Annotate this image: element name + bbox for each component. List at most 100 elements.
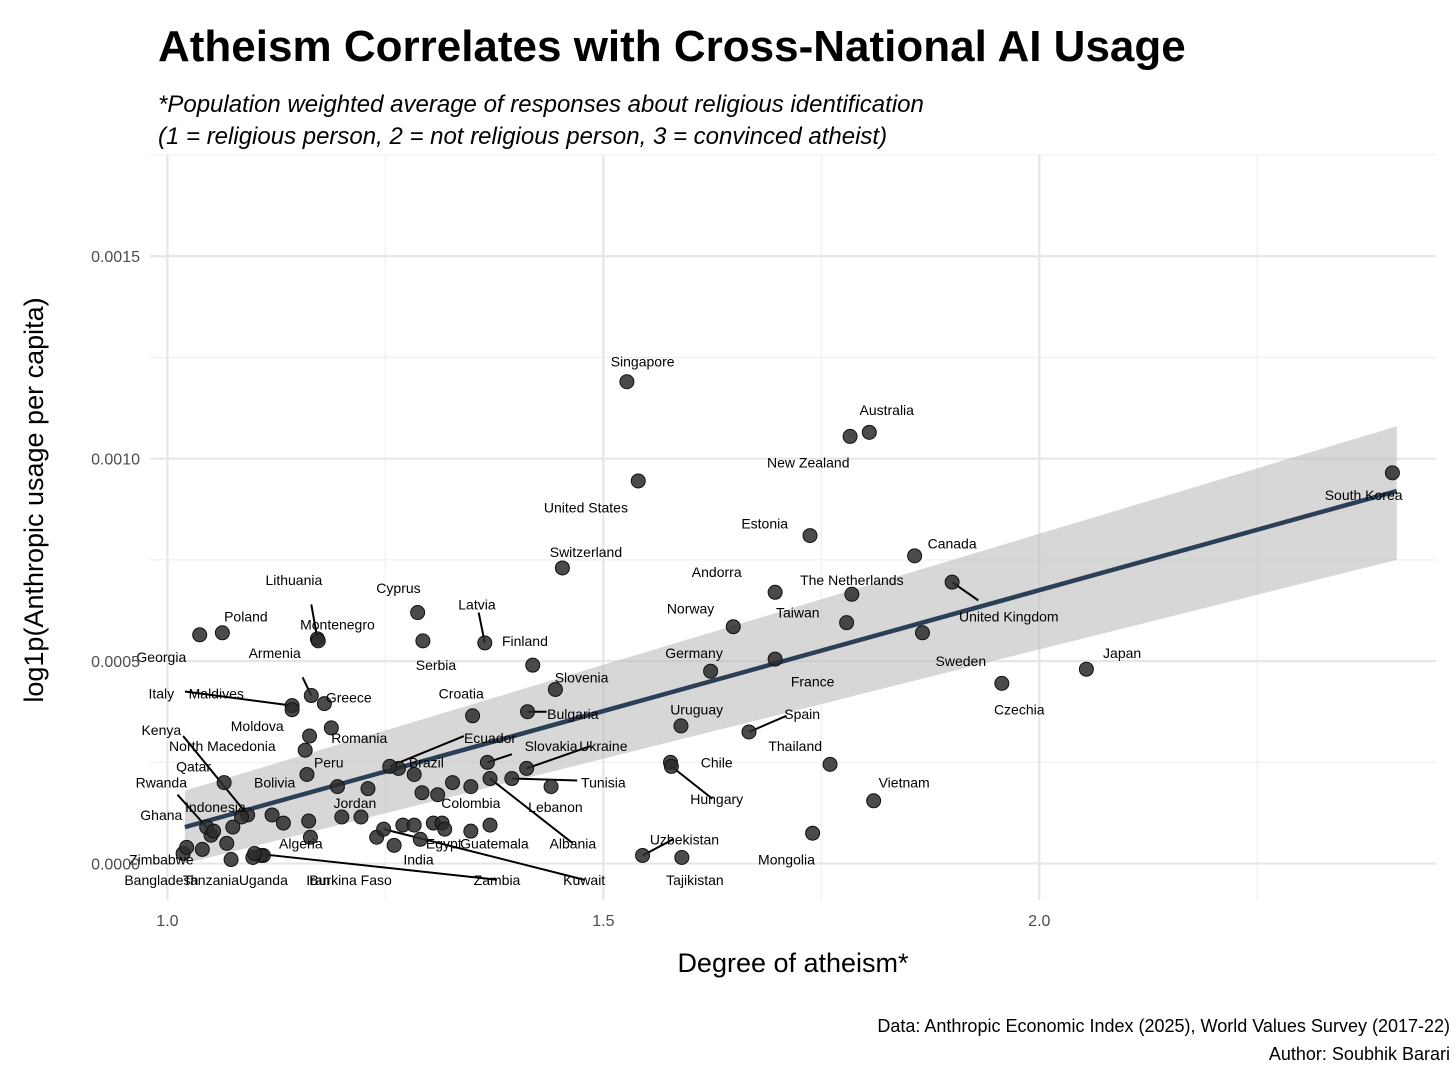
point-label: Ecuador xyxy=(464,730,516,746)
point-label: Tanzania xyxy=(183,872,239,888)
point-label: Montenegro xyxy=(300,617,375,633)
data-point xyxy=(861,424,877,440)
data-point xyxy=(844,586,860,602)
chart-title: Atheism Correlates with Cross-National A… xyxy=(158,22,1186,71)
point-label: Lebanon xyxy=(528,799,583,815)
point-label: Indonesia xyxy=(185,799,246,815)
point-label: Lithuania xyxy=(265,572,322,588)
point-label: Slovenia xyxy=(555,669,609,685)
data-point xyxy=(302,728,318,744)
point-label: Zambia xyxy=(474,872,521,888)
leader-line xyxy=(389,735,465,768)
data-point xyxy=(275,815,291,831)
y-tick-label: 0.0005 xyxy=(91,654,140,671)
point-label: Kuwait xyxy=(563,872,605,888)
data-point xyxy=(412,831,428,847)
data-point xyxy=(316,696,332,712)
point-label: Rwanda xyxy=(136,775,188,791)
data-point xyxy=(839,615,855,631)
point-label: Hungary xyxy=(690,791,743,807)
point-label: Czechia xyxy=(994,702,1045,718)
subtitle-line-2: (1 = religious person, 2 = not religious… xyxy=(158,123,888,150)
point-label: Peru xyxy=(314,754,344,770)
data-point xyxy=(214,625,230,641)
x-tick-label: 1.5 xyxy=(592,913,614,930)
point-label: South Korea xyxy=(1325,487,1403,503)
point-label: Qatar xyxy=(176,758,211,774)
point-label: Georgia xyxy=(136,649,186,665)
point-label: France xyxy=(791,673,835,689)
leader-line xyxy=(489,777,574,845)
point-label: Moldova xyxy=(231,718,284,734)
point-label: Greece xyxy=(326,690,372,706)
point-label: Taiwan xyxy=(776,605,820,621)
data-point xyxy=(519,760,535,776)
point-label: Singapore xyxy=(611,353,675,369)
data-point xyxy=(360,781,376,797)
point-label: Australia xyxy=(859,402,914,418)
data-point xyxy=(543,779,559,795)
data-point xyxy=(463,823,479,839)
subtitle-line-1: *Population weighted average of response… xyxy=(158,91,924,118)
data-point xyxy=(310,633,326,649)
point-label: Tajikistan xyxy=(666,872,724,888)
leader-line xyxy=(254,852,498,881)
data-point xyxy=(206,823,222,839)
chart-subtitle: *Population weighted average of response… xyxy=(158,89,924,153)
leader-line xyxy=(184,690,293,707)
point-label: Maldives xyxy=(189,686,244,702)
point-label: Japan xyxy=(1103,645,1141,661)
data-point xyxy=(247,845,263,861)
data-point xyxy=(482,817,498,833)
point-label: Thailand xyxy=(768,738,822,754)
point-label: United States xyxy=(544,499,628,515)
x-tick-label: 2.0 xyxy=(1028,913,1050,930)
point-label: Guatemala xyxy=(460,835,529,851)
data-point xyxy=(323,720,339,736)
leader-line xyxy=(670,765,713,800)
point-label: New Zealand xyxy=(767,455,850,471)
leader-line xyxy=(182,735,249,816)
label-leaders xyxy=(176,581,979,881)
y-tick-label: 0.0000 xyxy=(91,857,140,874)
data-point xyxy=(520,704,536,720)
data-point xyxy=(303,688,319,704)
data-point xyxy=(842,428,858,444)
data-point xyxy=(299,766,315,782)
data-point xyxy=(703,663,719,679)
point-label: Mongolia xyxy=(758,852,815,868)
data-point xyxy=(297,742,313,758)
data-point xyxy=(225,819,241,835)
data-point xyxy=(1078,661,1094,677)
data-point xyxy=(437,821,453,837)
data-point xyxy=(216,775,232,791)
data-point xyxy=(445,775,461,791)
data-point xyxy=(219,835,235,851)
point-label: Vietnam xyxy=(879,775,930,791)
data-point xyxy=(994,675,1010,691)
point-label: Croatia xyxy=(439,686,484,702)
data-point xyxy=(914,625,930,641)
data-point xyxy=(477,635,493,651)
data-point xyxy=(192,627,208,643)
data-point xyxy=(406,817,422,833)
confidence-band xyxy=(184,426,1397,864)
point-label: Sweden xyxy=(936,653,987,669)
point-label: Chile xyxy=(701,754,733,770)
leader-line xyxy=(526,745,591,770)
point-label: Finland xyxy=(502,633,548,649)
point-label: Iran xyxy=(306,872,330,888)
data-point xyxy=(525,657,541,673)
leader-line xyxy=(511,777,578,782)
data-point xyxy=(725,619,741,635)
point-label: Uruguay xyxy=(670,702,723,718)
point-label: Ukraine xyxy=(579,738,627,754)
point-label: Tunisia xyxy=(581,775,626,791)
data-point xyxy=(284,702,300,718)
point-label: Germany xyxy=(665,645,723,661)
data-point xyxy=(415,633,431,649)
data-point xyxy=(430,787,446,803)
data-point xyxy=(944,574,960,590)
point-label: Zimbabwe xyxy=(129,852,194,868)
